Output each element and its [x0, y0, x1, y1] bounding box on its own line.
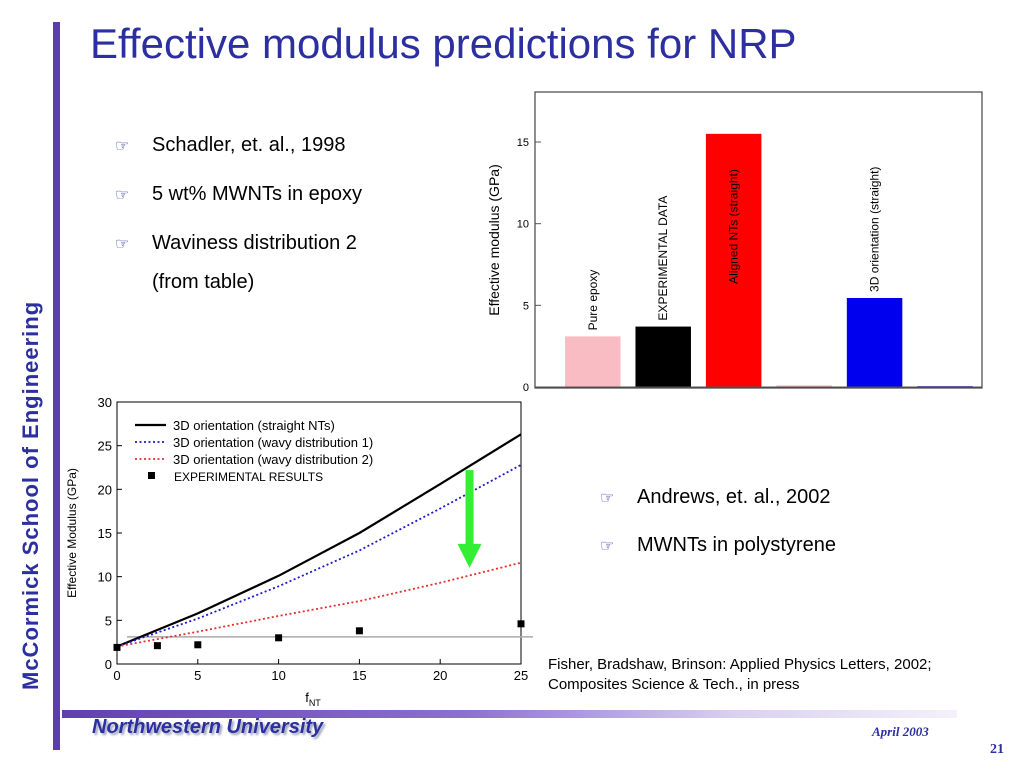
pointing-hand-icon: ☞	[115, 187, 130, 204]
data-point-marker	[153, 642, 161, 650]
reference-line: Fisher, Bradshaw, Brinson: Applied Physi…	[548, 656, 932, 673]
bullet-list-top: ☞ Schadler, et. al., 1998 ☞ 5 wt% MWNTs …	[115, 134, 475, 304]
bar-y-axis-label: Effective modulus (GPa)	[486, 164, 502, 315]
line-x-tick-label: 20	[433, 668, 447, 683]
list-item: ☞ 5 wt% MWNTs in epoxy	[115, 183, 363, 205]
line-x-tick-label: 25	[514, 668, 528, 683]
pointing-hand-icon: ☞	[600, 538, 615, 555]
bar	[776, 385, 832, 387]
series-line	[116, 464, 522, 648]
list-item: (from table)	[152, 271, 255, 293]
data-point-marker	[194, 641, 202, 649]
line-y-tick-label: 20	[98, 482, 112, 497]
bar-chart-svg: Effective modulus (GPa) 0 5 10 15 Pure epox…	[486, 91, 983, 394]
line-x-axis-label: fNT	[305, 690, 321, 708]
bar	[846, 297, 903, 387]
bar-chart: Effective modulus (GPa) 0 5 10 15 Pure epox…	[483, 88, 988, 400]
pointing-hand-icon: ☞	[600, 490, 615, 507]
list-item: ☞ MWNTs in polystyrene	[600, 534, 836, 556]
legend-label: EXPERIMENTAL RESULTS	[174, 470, 323, 484]
bar-y-tick-label: 0	[523, 382, 529, 394]
series-line	[116, 561, 522, 648]
line-x-tick-label: 15	[352, 668, 366, 683]
line-y-tick-label: 10	[98, 570, 112, 585]
bar-category-label: Pure epoxy	[586, 270, 600, 331]
series-line	[116, 433, 522, 648]
list-item: ☞ Waviness distribution 2	[115, 232, 357, 254]
bar	[635, 326, 691, 387]
pointing-hand-icon: ☞	[115, 138, 130, 155]
bar	[565, 336, 621, 387]
line-x-tick-label: 10	[271, 668, 285, 683]
legend-label: 3D orientation (wavy distribution 1)	[173, 435, 373, 450]
legend-label: 3D orientation (straight NTs)	[173, 418, 335, 433]
bullet-list-bottom: ☞ Andrews, et. al., 2002 ☞ MWNTs in poly…	[600, 486, 960, 566]
line-plot-frame	[116, 401, 522, 665]
accent-bar	[53, 22, 60, 750]
data-point-marker	[517, 620, 525, 628]
line-x-tick-label: 5	[194, 668, 201, 683]
footer-divider	[62, 710, 957, 718]
legend-marker	[148, 472, 155, 479]
green-arrow-head	[457, 543, 482, 568]
bar	[705, 133, 762, 387]
footer-university: Northwestern University	[92, 716, 324, 738]
bar-category-label: 3D orientation (straight)	[868, 167, 882, 292]
bar-y-tick-label: 10	[517, 219, 529, 231]
line-y-tick-label: 0	[105, 657, 112, 672]
reference-line: Composites Science & Tech., in press	[548, 676, 800, 693]
line-y-tick-label: 25	[98, 439, 112, 454]
line-y-tick-label: 15	[98, 526, 112, 541]
data-point-marker	[113, 643, 121, 651]
bar-category-label: EXPERIMENTAL DATA	[656, 196, 670, 321]
list-item: ☞ Schadler, et. al., 1998	[115, 134, 346, 156]
line-y-axis-label: Effective Modulus (GPa)	[65, 468, 79, 598]
slide-title: Effective modulus predictions for NRP	[90, 20, 797, 67]
legend-label: 3D orientation (wavy distribution 2)	[173, 452, 373, 467]
line-x-tick-label: 0	[113, 668, 120, 683]
footer-date: April 2003	[872, 724, 929, 739]
reference-citation: Fisher, Bradshaw, Brinson: Applied Physi…	[548, 655, 932, 695]
page-number: 21	[990, 742, 1004, 757]
green-arrow-shaft	[465, 470, 474, 546]
data-point-marker	[355, 627, 363, 635]
pointing-hand-icon: ☞	[115, 236, 130, 253]
data-point-marker	[275, 634, 283, 642]
bar-category-label: Aligned NTs (straight)	[727, 169, 741, 284]
line-y-tick-label: 5	[105, 613, 112, 628]
line-y-tick-label: 30	[98, 395, 112, 410]
sidebar-school-name: McCormick School of Engineering	[0, 100, 48, 700]
bar-y-tick-label: 15	[517, 137, 529, 149]
list-item: ☞ Andrews, et. al., 2002	[600, 486, 831, 508]
sidebar-school-text: McCormick School of Engineering	[18, 301, 43, 690]
bar-y-tick-label: 5	[523, 300, 529, 312]
line-chart: Effective Modulus (GPa) fNT 0 5 10 15 20 25 0 5…	[60, 390, 540, 710]
line-chart-svg: Effective Modulus (GPa) fNT 0 5 10 15 20 25 0 5…	[65, 395, 533, 708]
